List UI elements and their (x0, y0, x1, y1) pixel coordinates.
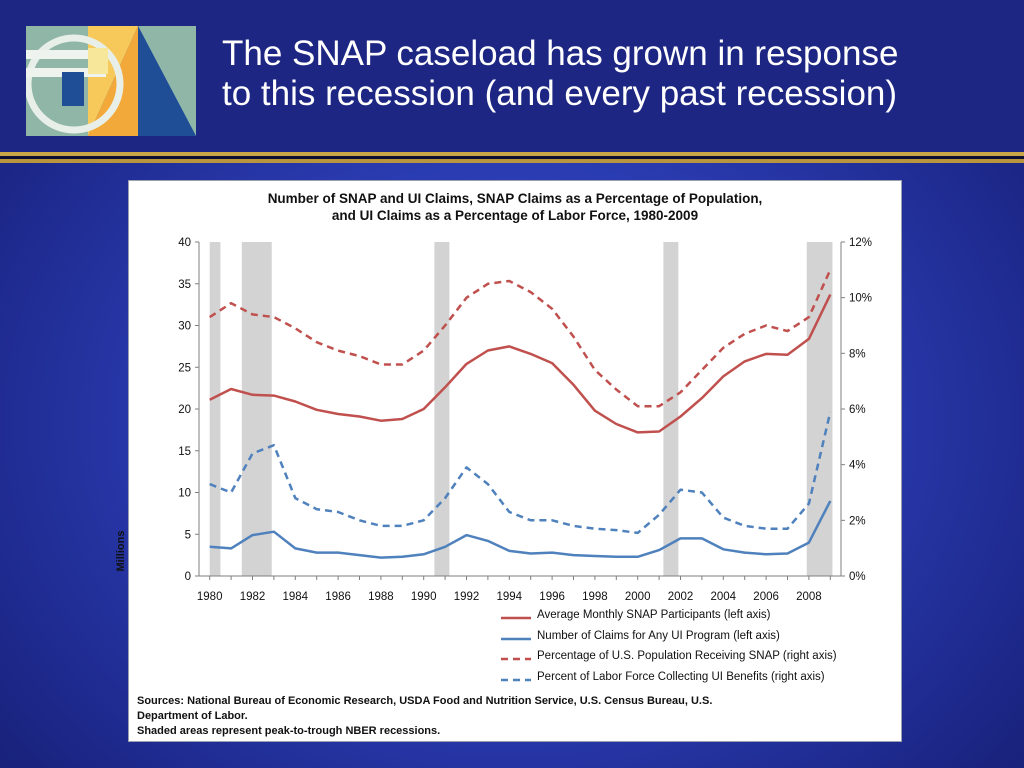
slide-title-line1: The SNAP caseload has grown in response (222, 34, 899, 73)
chart-title: Number of SNAP and UI Claims, SNAP Claim… (129, 190, 901, 224)
legend-swatch-ui-solid (501, 637, 531, 640)
chart-plot: 0 5 10 15 20 25 30 35 40 0% 2% 4% 6% 8% 10% 12% 1980 1982… (178, 237, 872, 603)
legend-label: Percentage of U.S. Population Receiving … (537, 650, 837, 662)
y-tick-label-right: 4% (849, 460, 866, 472)
series-line-2 (209, 500, 832, 559)
gold-divider (0, 152, 1024, 156)
y-tick-label-right: 8% (849, 348, 866, 360)
x-tick-label: 2002 (668, 591, 694, 603)
dark-divider (0, 156, 1024, 159)
gold-divider-lower (0, 159, 1024, 163)
y-tick-label-left: 0 (185, 571, 191, 583)
series-line-3 (209, 269, 832, 408)
legend-swatch-ui-dashed (501, 678, 531, 681)
y-tick-label-right: 10% (849, 293, 872, 305)
chart-title-line2: and UI Claims as a Percentage of Labor F… (331, 208, 699, 223)
x-tick-label: 2008 (796, 591, 822, 603)
recession-band (209, 242, 221, 576)
y-tick-label-right: 2% (849, 515, 866, 527)
x-tick-label: 1986 (325, 591, 351, 603)
recession-band (434, 242, 450, 576)
x-tick-label: 1994 (497, 591, 523, 603)
x-tick-label: 1990 (411, 591, 437, 603)
y-tick-label-right: 0% (849, 571, 866, 583)
x-tick-label: 2006 (753, 591, 779, 603)
x-tick-label: 1992 (454, 591, 480, 603)
source-line1: Sources: National Bureau of Economic Res… (137, 695, 713, 707)
legend-swatch-snap-solid (501, 616, 531, 620)
x-tick-label: 1982 (240, 591, 266, 603)
y-tick-label-left: 10 (178, 488, 191, 500)
legend-label: Average Monthly SNAP Participants (left … (537, 609, 771, 621)
x-tick-label: 1984 (283, 591, 309, 603)
y-axis-label-left: Millions (115, 530, 127, 572)
y-tick-label-left: 35 (178, 279, 191, 291)
y-tick-label-left: 30 (178, 321, 191, 333)
y-tick-label-left: 40 (178, 237, 191, 249)
y-tick-label-left: 5 (185, 529, 191, 541)
agency-logo (26, 26, 196, 136)
recession-note: Shaded areas represent peak-to-trough NB… (137, 725, 441, 737)
legend-label: Number of Claims for Any UI Program (lef… (537, 629, 780, 642)
slide-title-line2: to this recession (and every past recess… (222, 74, 898, 113)
x-tick-label: 1998 (582, 591, 608, 603)
series-line-1 (209, 294, 832, 434)
y-tick-label-left: 20 (178, 404, 191, 416)
y-tick-label-left: 15 (178, 446, 191, 458)
x-tick-label: 2004 (711, 591, 737, 603)
y-tick-label-left: 25 (178, 362, 191, 374)
slide-title: The SNAP caseload has grown in response … (222, 34, 1012, 114)
recession-band (663, 242, 679, 576)
y-tick-label-right: 12% (849, 237, 872, 249)
x-tick-label: 2000 (625, 591, 651, 603)
legend-swatch-snap-dashed (501, 657, 531, 661)
x-tick-label: 1988 (368, 591, 394, 603)
x-tick-label: 1980 (197, 591, 223, 603)
legend-label: Percent of Labor Force Collecting UI Ben… (537, 670, 825, 683)
chart-source-note: Sources: National Bureau of Economic Res… (137, 694, 897, 739)
series-line-4 (209, 411, 832, 535)
slide-header: The SNAP caseload has grown in response … (0, 0, 1024, 152)
y-tick-label-right: 6% (849, 404, 866, 416)
x-tick-label: 1996 (539, 591, 565, 603)
chart-title-line1: Number of SNAP and UI Claims, SNAP Claim… (267, 191, 763, 206)
chart-panel: 0 5 10 15 20 25 30 35 40 0% 2% 4% 6% 8% 10% 12% 1980 1982… (115, 180, 902, 742)
source-line2: Department of Labor. (137, 710, 248, 722)
recession-band (806, 242, 833, 576)
recession-band (241, 242, 272, 576)
